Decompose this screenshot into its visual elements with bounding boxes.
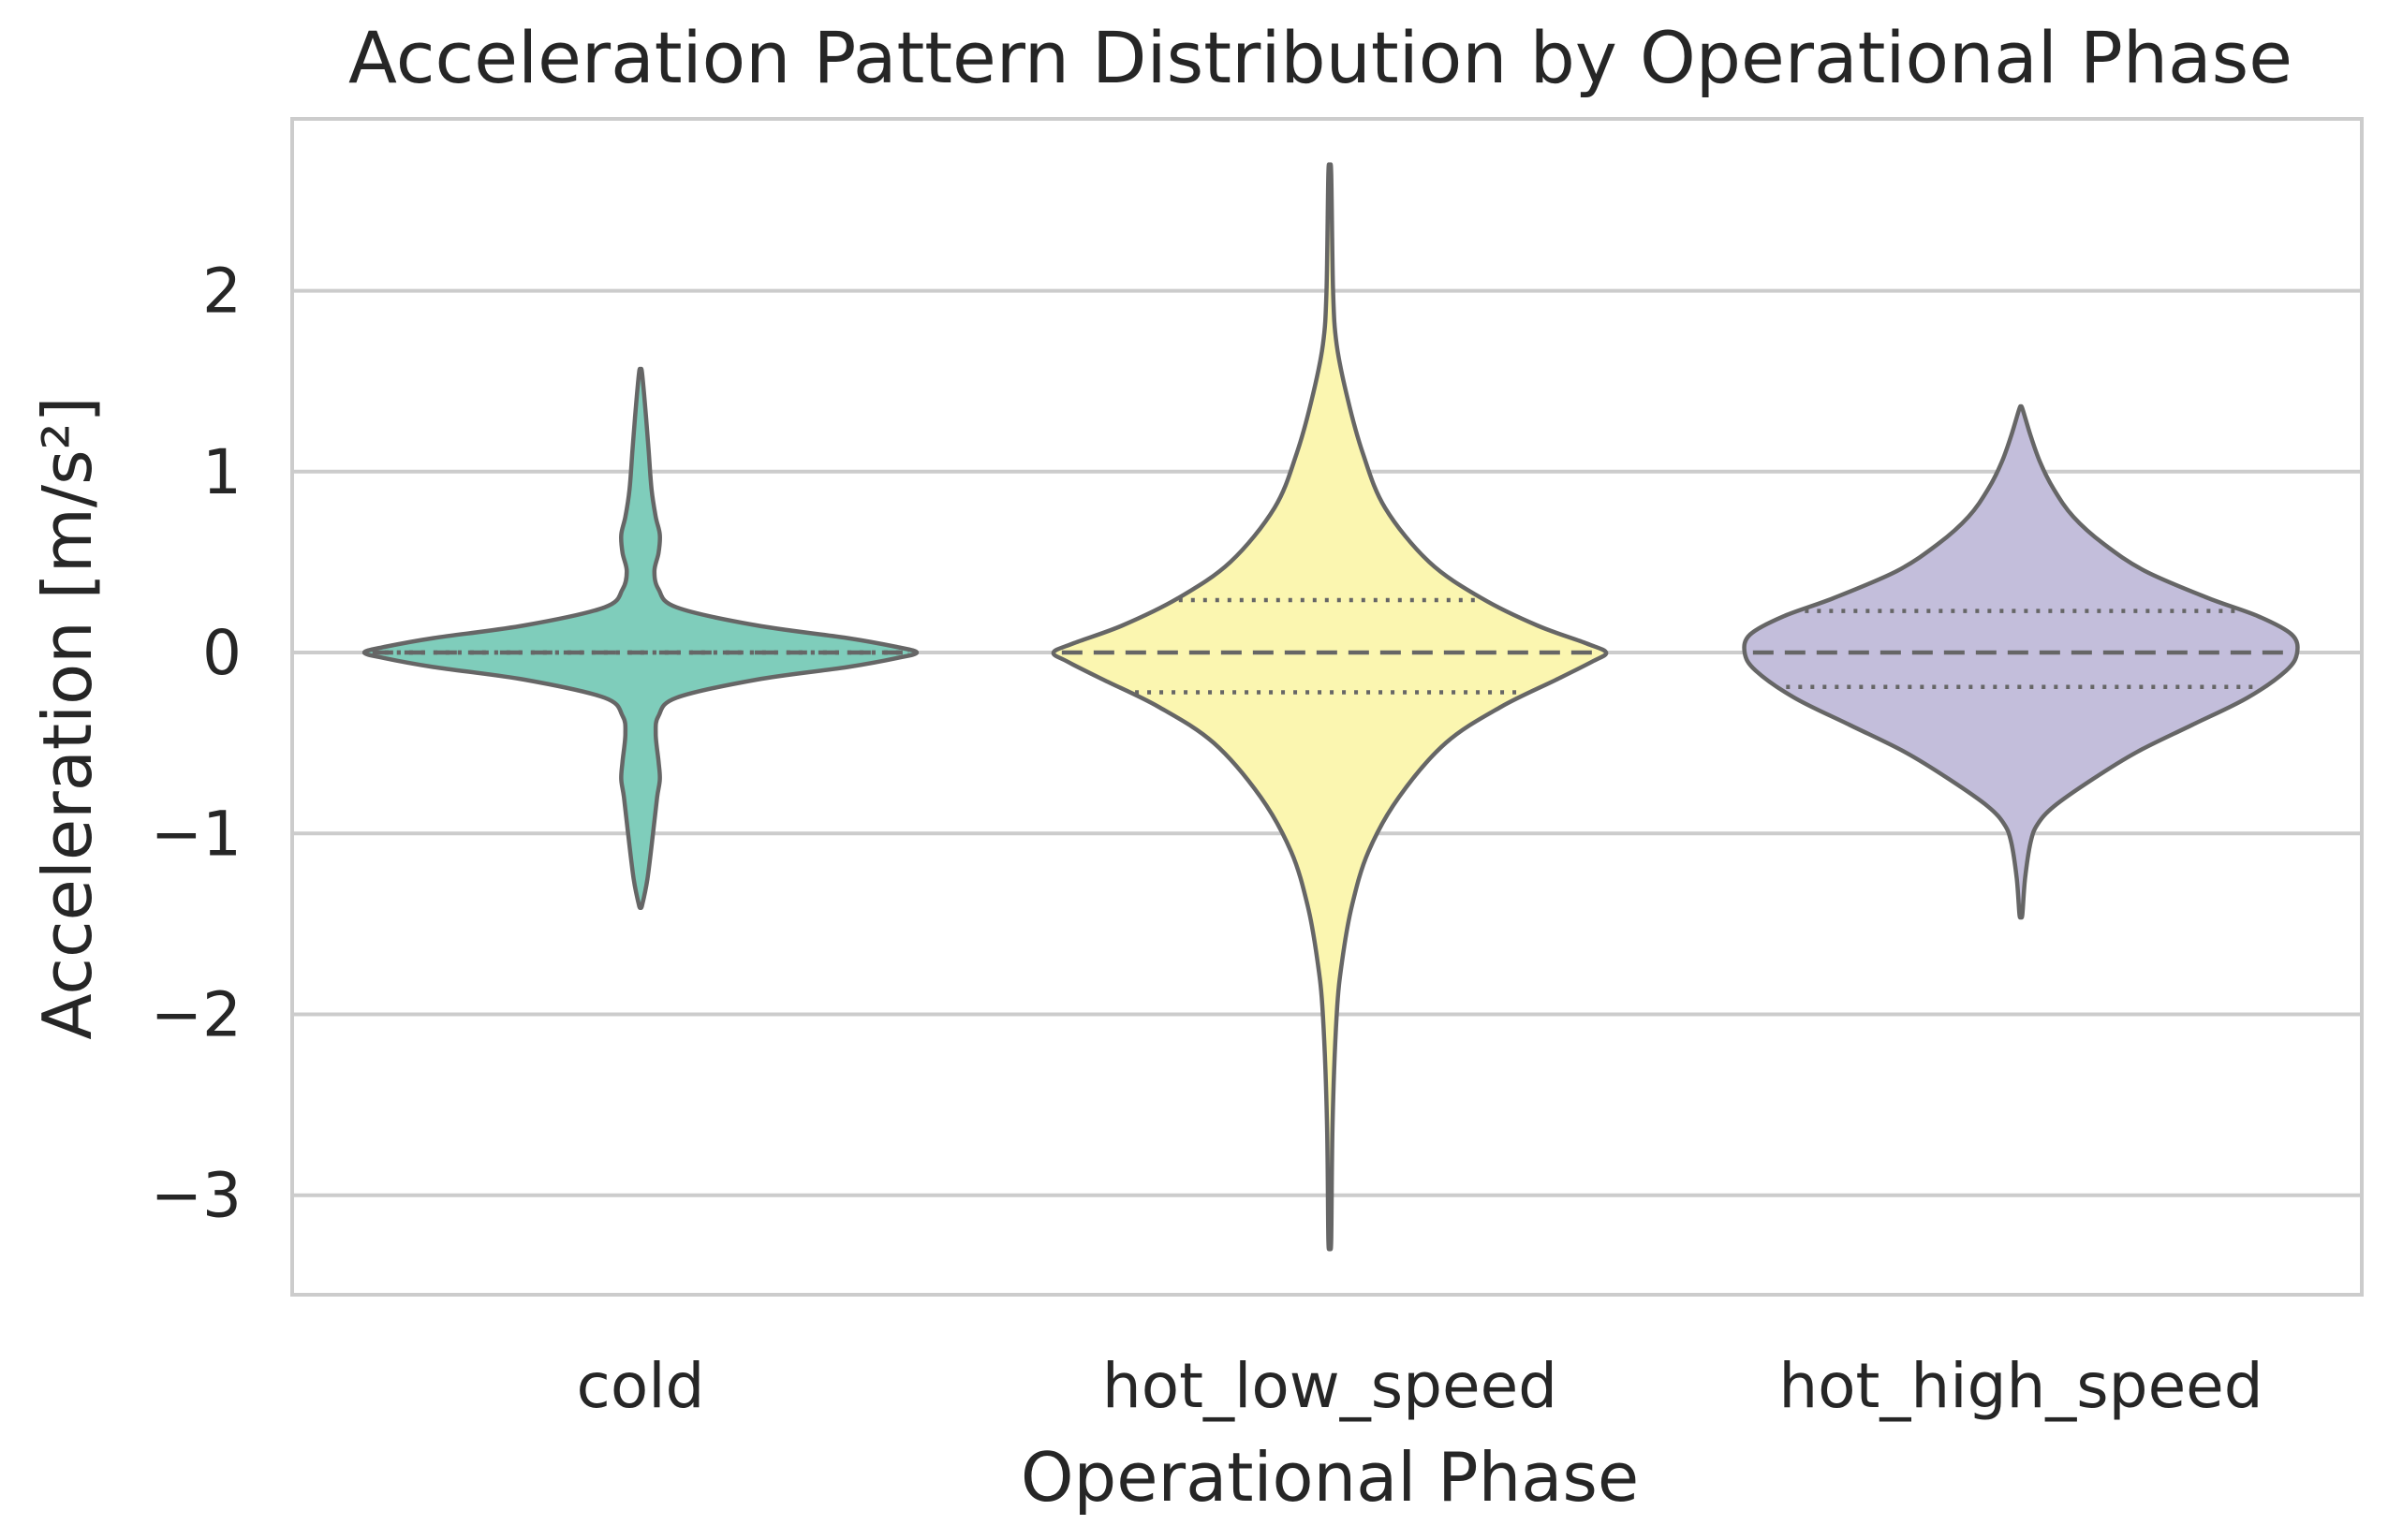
x-tick-label: hot_high_speed: [1778, 1350, 2263, 1422]
y-tick-label: 2: [202, 256, 242, 328]
violin-body: [1742, 403, 2300, 920]
y-axis-label: Acceleration [m/s²]: [28, 396, 107, 1039]
plot-frame: [290, 117, 2364, 1297]
violin-hot_high_speed: [1742, 403, 2300, 920]
x-tick-label: hot_low_speed: [1102, 1350, 1557, 1422]
chart-title: Acceleration Pattern Distribution by Ope…: [348, 16, 2292, 99]
x-tick-labels: cold hot_low_speed hot_high_speed: [577, 1350, 2263, 1422]
violin-hot_low_speed: [1051, 162, 1609, 1252]
y-tick-label: 1: [202, 436, 242, 508]
y-tick-label: −2: [151, 978, 242, 1050]
violin-body: [361, 366, 920, 910]
x-tick-label: cold: [577, 1350, 705, 1422]
violin-cold: [361, 366, 920, 910]
y-tick-label: 0: [202, 617, 242, 689]
x-axis-label: Operational Phase: [1021, 1438, 1639, 1517]
violins: [361, 162, 2300, 1252]
y-tick-labels: 2 1 0 −1 −2 −3: [151, 256, 242, 1232]
y-tick-label: −1: [151, 798, 242, 870]
y-tick-label: −3: [151, 1160, 242, 1232]
violin-body: [1051, 162, 1609, 1252]
